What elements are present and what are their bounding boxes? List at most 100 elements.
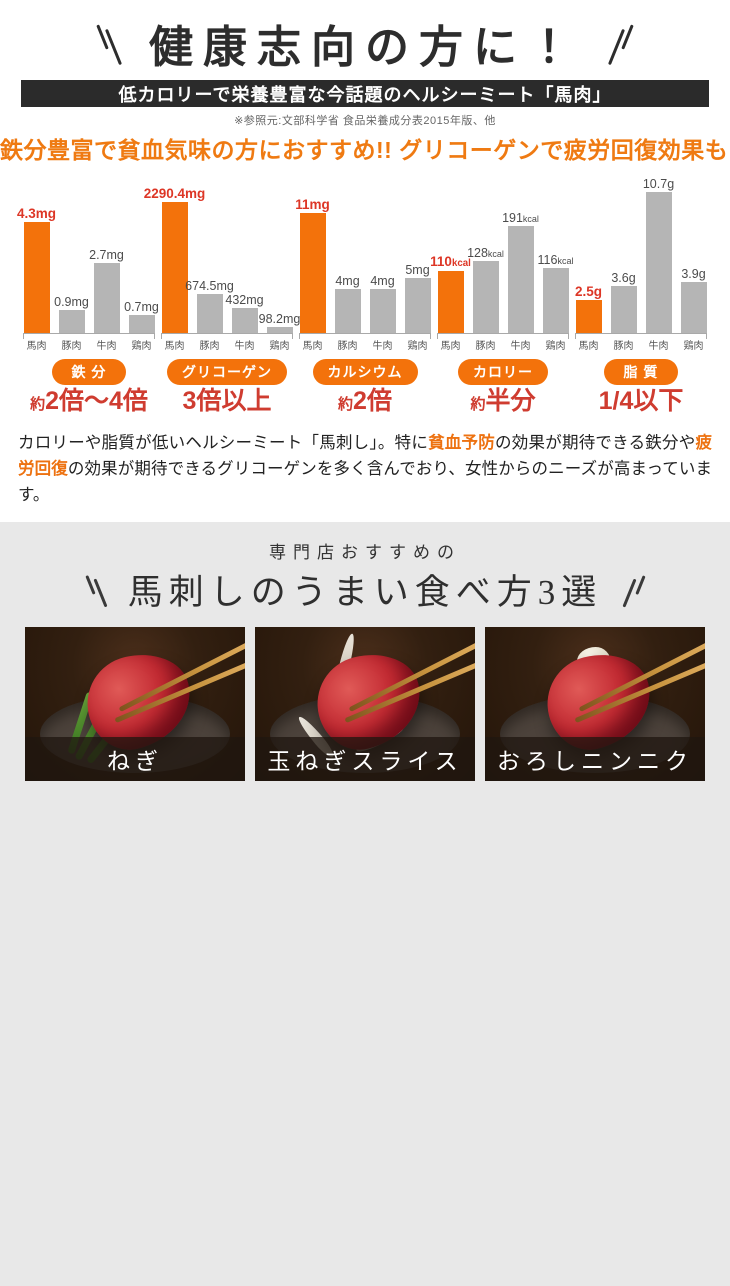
bar-column: 4.3mg [17, 206, 56, 333]
category-label: 豚肉 [199, 341, 220, 352]
chart-axis [437, 333, 569, 339]
category-label: 豚肉 [475, 341, 496, 352]
bar-column: 5mg [404, 263, 431, 333]
chart-plot: 11mg 4mg 4mg 5mg [295, 175, 431, 333]
decorative-slashes-right-icon [607, 21, 634, 66]
bar-value-label: 4mg [370, 273, 395, 288]
category-label: 牛肉 [96, 341, 117, 352]
highlighted-text: 貧血予防 [428, 432, 496, 452]
bar-column: 674.5mg [185, 279, 234, 333]
recipe-photo-3: おろしニンニク [485, 626, 705, 781]
bar-value-unit: kcal [451, 258, 471, 270]
bar [680, 282, 707, 333]
bar-column: 4mg [369, 273, 396, 333]
comparison-text: 3倍以上 [182, 387, 272, 415]
bar-value-label: 2290.4mg [143, 185, 206, 201]
bar [299, 213, 326, 333]
recipe-label: ねぎ [25, 736, 245, 781]
bar-value-label: 0.9mg [54, 294, 89, 309]
bar [161, 202, 188, 333]
page-title: 健康志向の方に！ [149, 23, 581, 72]
recipe-photos-row: ねぎ 玉ねぎスライス おろしニンニク [0, 626, 730, 781]
category-label: 馬肉 [440, 341, 461, 352]
category-label: 鶏肉 [131, 341, 152, 352]
bar [645, 192, 672, 333]
recipes-section: 専門店おすすめの 馬刺しのうまい食べ方3選 ねぎ 玉ねぎスライス おろしニンニク [0, 521, 730, 1286]
bar-column: 3.6g [610, 270, 637, 333]
category-label: 馬肉 [26, 341, 47, 352]
bar-column: 2.7mg [89, 248, 124, 333]
chart-plot: 110kcal 128kcal 191kcal 116kcal [430, 175, 573, 333]
chart-axis [299, 333, 431, 339]
bar-value-label: 674.5mg [185, 278, 234, 293]
bar-value-label: 110kcal [430, 254, 471, 270]
recipe-photo-2: 玉ねぎスライス [255, 626, 475, 781]
bar-value-label: 128kcal [467, 245, 504, 260]
banner-strip: 低カロリーで栄養豊富な今話題のヘルシーミート「馬肉」 [21, 80, 709, 107]
category-label: 牛肉 [648, 341, 669, 352]
category-label: 馬肉 [302, 341, 323, 352]
recipes-subtitle: 専門店おすすめの [269, 542, 461, 562]
bar [128, 315, 155, 333]
comparison-text: 1/4以下 [598, 387, 684, 415]
chart-4: 110kcal 128kcal 191kcal 116kcal 馬肉 豚肉 牛肉 鶏肉カロリー… [430, 175, 573, 416]
bar-value-label: 432mg [225, 292, 264, 307]
bar-value-unit: kcal [557, 255, 574, 266]
recipe-photo-1: ねぎ [25, 626, 245, 781]
bar [369, 289, 396, 333]
bar [58, 310, 85, 333]
bar-value-label: 2.5g [575, 283, 603, 299]
plain-text: カロリーや脂質が低いヘルシーミート「馬刺し」。特に [18, 432, 429, 452]
comparison-text: 約半分 [470, 387, 536, 415]
category-label: 鶏肉 [545, 341, 566, 352]
decorative-slashes-left-icon [85, 568, 108, 612]
nutrient-badge: カロリー [458, 359, 548, 385]
bar [610, 286, 637, 333]
chart-5: 2.5g 3.6g 10.7g 3.9g 馬肉 豚肉 牛肉 鶏肉脂 質 1/4以下 [572, 175, 710, 416]
bar-value-label: 2.7mg [89, 247, 124, 262]
bar-column: 2.5g [575, 283, 603, 333]
comparison-text: 約2倍 [338, 387, 392, 415]
bar-value-label: 4.3mg [16, 205, 57, 221]
bar-column: 0.7mg [124, 300, 159, 333]
comparison-text: 約2倍〜4倍 [30, 387, 148, 415]
category-label: 豚肉 [61, 341, 82, 352]
bar-column: 0.9mg [54, 295, 89, 333]
bar-column: 98.2mg [259, 312, 300, 333]
bar-column: 128kcal [467, 246, 504, 333]
chart-3: 11mg 4mg 4mg 5mg 馬肉 豚肉 牛肉 鶏肉カルシウム 約2倍 [295, 175, 434, 416]
recipe-label: 玉ねぎスライス [255, 736, 475, 781]
category-label: 鶏肉 [407, 341, 428, 352]
bar-column: 2290.4mg [144, 186, 205, 333]
nutrient-badge: 鉄 分 [52, 359, 126, 385]
decorative-slashes-left-icon [96, 21, 123, 66]
category-label: 豚肉 [337, 341, 358, 352]
bar-column: 191kcal [502, 211, 539, 333]
bar-column: 11mg [295, 197, 330, 333]
page-title-row: 健康志向の方に！ [0, 12, 730, 74]
nutrient-badge: カルシウム [312, 359, 418, 385]
bar-value-label: 3.6g [611, 270, 636, 285]
benefit-headline: 鉄分豊富で貧血気味の方におすすめ!! グリコーゲンで疲労回復効果も! [0, 137, 730, 163]
bar-value-label: 191kcal [502, 210, 539, 225]
chart-2: 2290.4mg 674.5mg 432mg 98.2mg 馬肉 豚肉 牛肉 鶏肉 グリコーゲン… [144, 175, 301, 416]
bar-column: 432mg [225, 293, 264, 333]
bar-value-label: 4mg [335, 273, 360, 288]
category-label: 牛肉 [372, 341, 393, 352]
chart-categories: 馬肉 豚肉 牛肉 鶏肉 [24, 337, 155, 352]
chart-categories: 馬肉 豚肉 牛肉 鶏肉 [300, 337, 431, 352]
chart-plot: 2.5g 3.6g 10.7g 3.9g [575, 175, 707, 333]
product-promo-page: 健康志向の方に！ 低カロリーで栄養豊富な今話題のヘルシーミート「馬肉」 ※参照元… [0, 12, 730, 1286]
comparison-prefix: 約 [470, 396, 486, 413]
bar-column: 3.9g [680, 267, 707, 333]
category-label: 馬肉 [578, 341, 599, 352]
bar [507, 226, 534, 333]
chart-axis [23, 333, 155, 339]
plain-text: の効果が期待できるグリコーゲンを多く含んでおり、女性からのニーズが高まっています… [18, 458, 712, 504]
bar [575, 300, 602, 333]
bar-column: 116kcal [538, 253, 573, 333]
reference-note: ※参照元:文部科学省 食品栄養成分表2015年版、他 [234, 115, 496, 127]
category-label: 豚肉 [613, 341, 634, 352]
category-label: 牛肉 [510, 341, 531, 352]
category-label: 馬肉 [164, 341, 185, 352]
